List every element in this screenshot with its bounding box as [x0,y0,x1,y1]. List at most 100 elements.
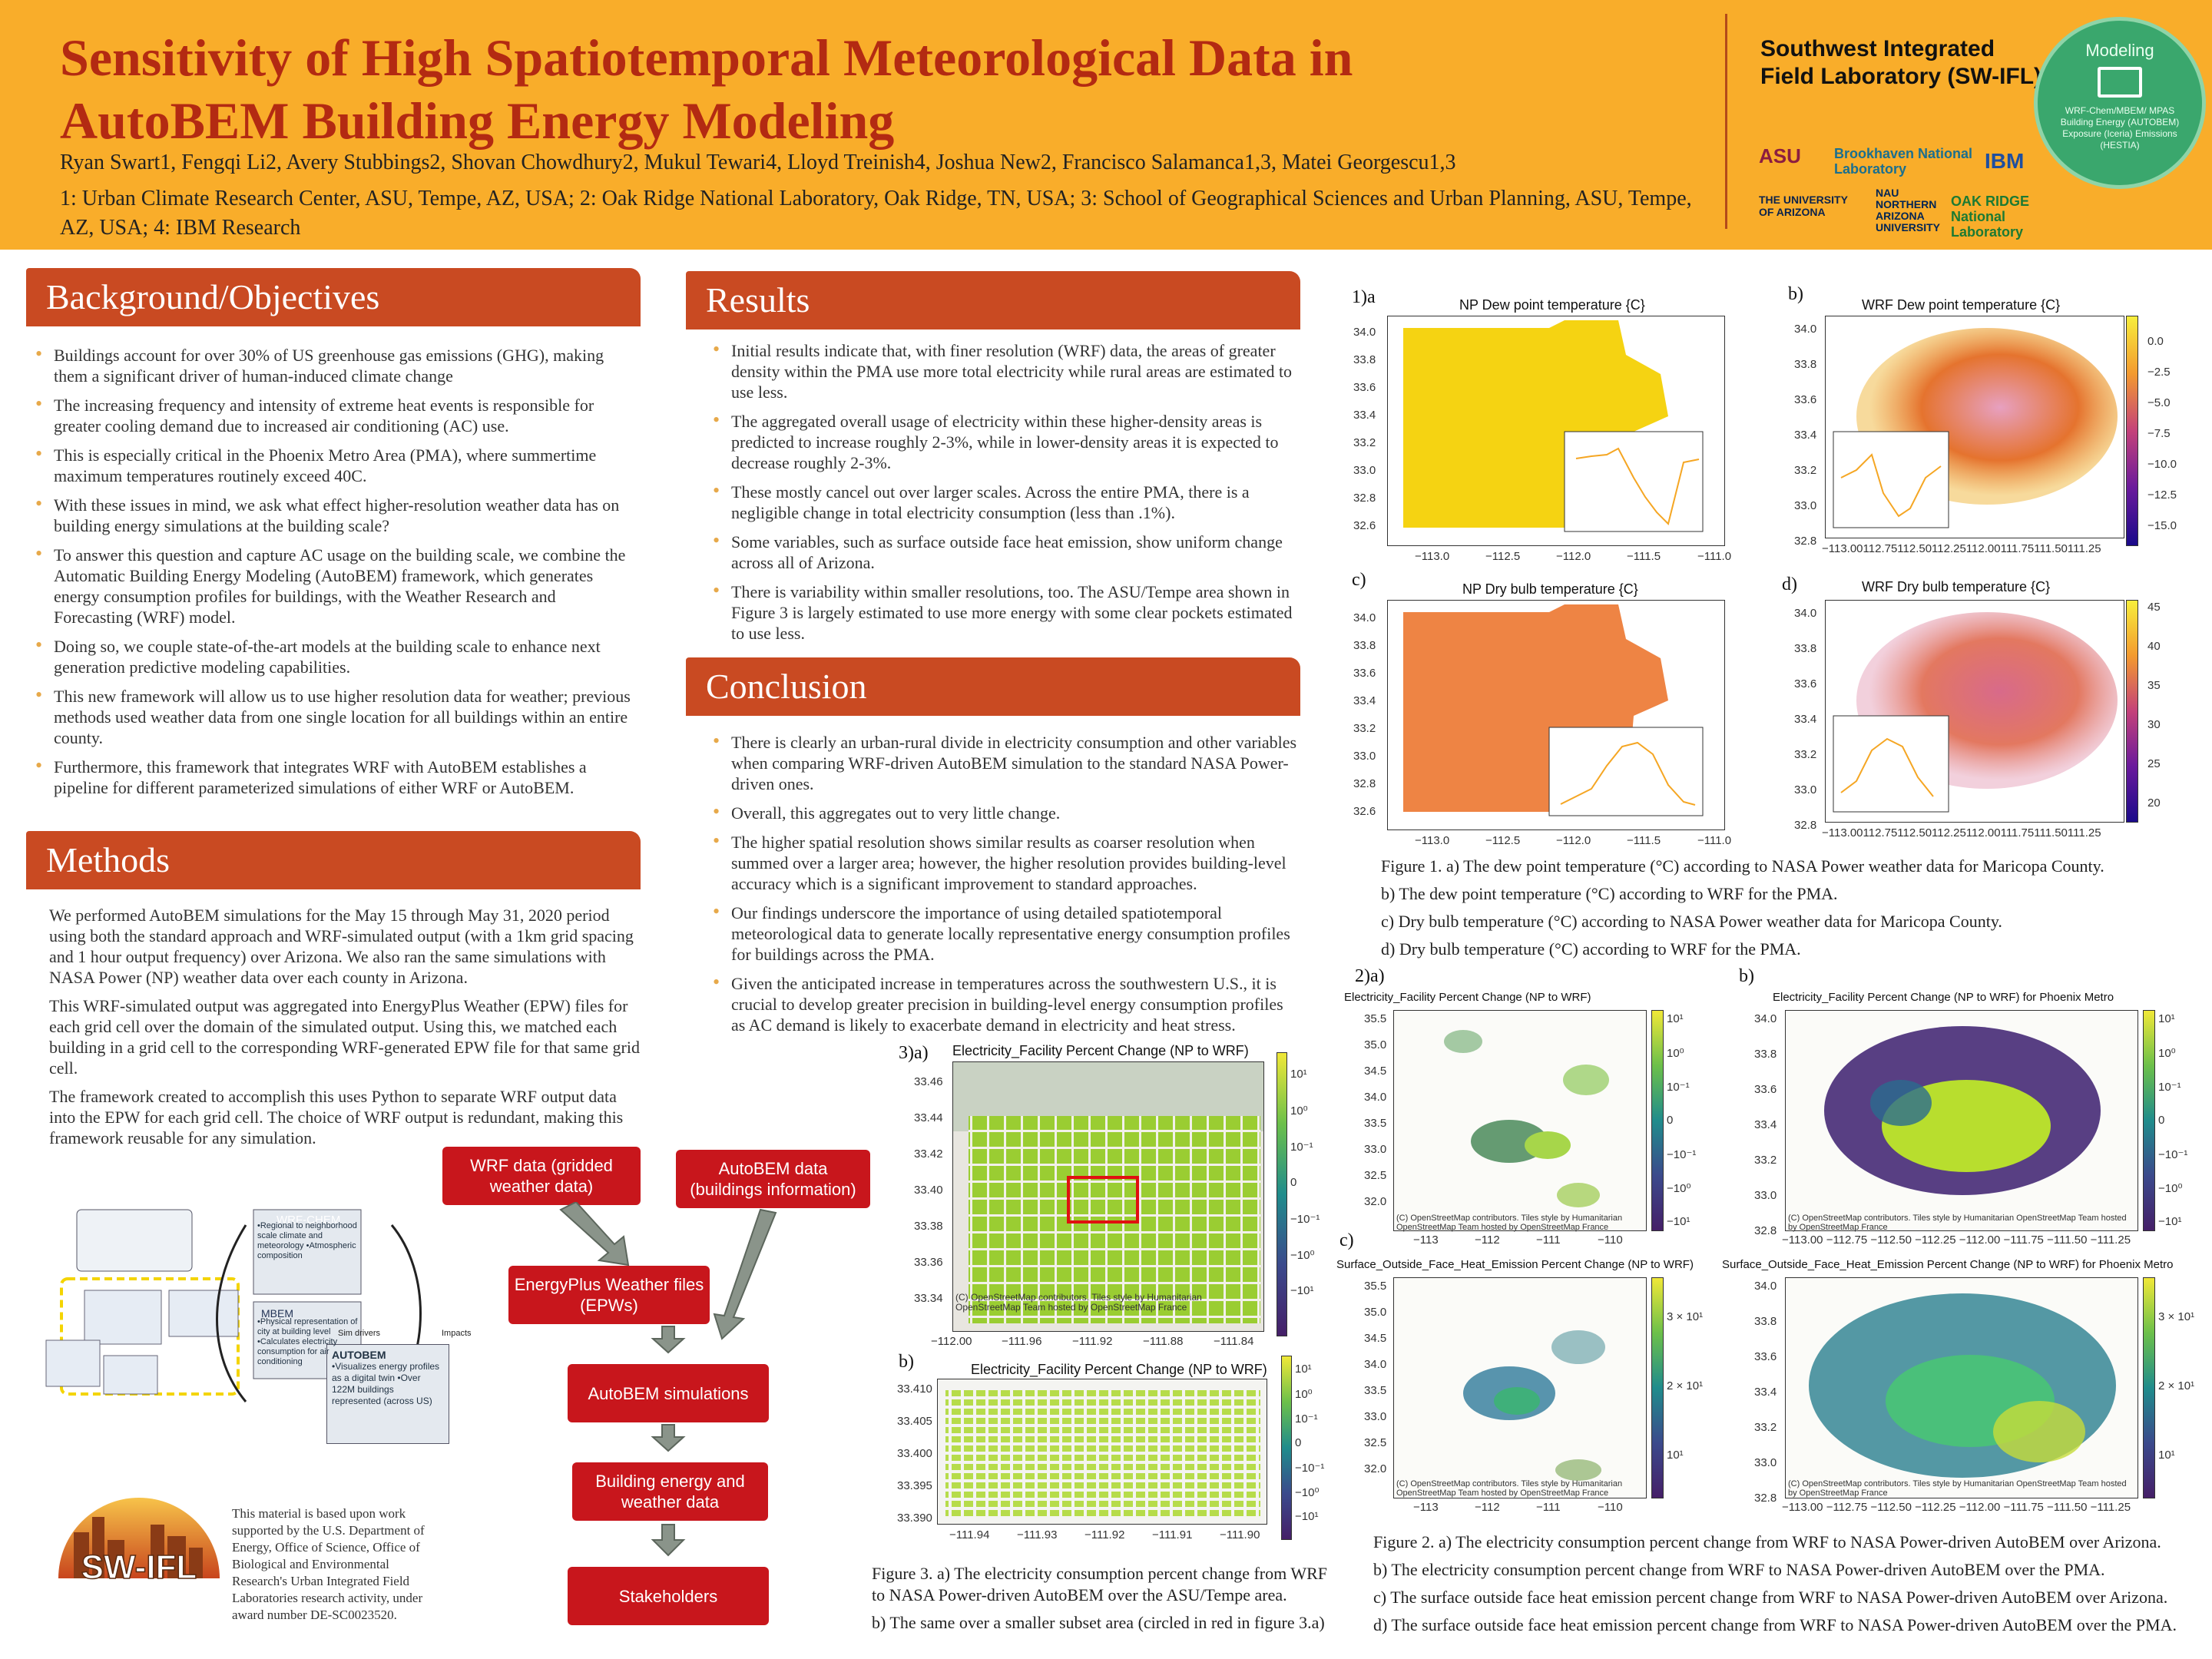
methods-para: The framework created to accomplish this… [49,1087,624,1147]
cbar-tick: 10⁰ [2158,1047,2176,1060]
fig3-caption: Figure 3. a) The electricity consumption… [872,1563,1333,1634]
y-tick: 34.0 [1364,1091,1387,1104]
bullet-item: The higher spatial resolution shows simi… [708,830,1300,894]
fig2b-plot [1824,1026,2101,1195]
cbar-tick: 10¹ [1295,1363,1312,1376]
x-tick: −110 [1598,1233,1623,1247]
fig1-caption: Figure 1. a) The dew point temperature (… [1381,853,2195,963]
header-divider [1725,14,1727,229]
inset-line [1575,447,1700,525]
flow-box-wrf: WRF data (gridded weather data) [442,1147,641,1205]
x-tick: −113.00112.75112.50112.25112.00111.75111… [1822,542,2101,555]
methods-text: We performed AutoBEM simulations for the… [49,905,641,1156]
cbar-tick: 0 [1290,1176,1297,1189]
cbar-tick: −10⁻¹ [2158,1148,2188,1161]
bullet-item: To answer this question and capture AC u… [31,543,637,628]
flow-box-epw: EnergyPlus Weather files (EPWs) [508,1266,710,1324]
bullet-item: Overall, this aggregates out to very lit… [708,801,1300,823]
y-tick: 32.8 [1754,1492,1777,1505]
flow-arrow [713,1208,777,1340]
caption-line: Figure 2. a) The electricity consumption… [1373,1532,2161,1551]
fig3-panel-b: b) [899,1352,914,1372]
y-tick: 33.0 [1364,1410,1387,1423]
fig3a-attrib: (C) OpenStreetMap contributors. Tiles st… [955,1292,1202,1313]
y-tick: 34.5 [1364,1065,1387,1078]
x-tick: −113 [1413,1233,1439,1247]
methods-heading: Methods [26,831,641,889]
fig1d-map [1825,600,2124,823]
funding-note: This material is based upon work support… [232,1506,425,1622]
y-tick: 32.8 [1794,535,1817,548]
x-tick: −113 [1413,1501,1439,1514]
y-tick: 33.6 [1754,1350,1777,1363]
fig2-panel-b: b) [1739,966,1754,986]
fig3b-plot [945,1387,1260,1518]
bullet-item: The increasing frequency and intensity o… [31,393,637,436]
x-tick: −111 [1536,1501,1561,1514]
x-tick: −111.94 [949,1528,990,1541]
arizona-logo: THE UNIVERSITY OF ARIZONA [1759,194,1848,218]
fig1a-plot [1403,320,1704,532]
x-tick: −112 [1475,1233,1500,1247]
ibm-logo: IBM [1985,149,2025,173]
cbar-tick: 3 × 10¹ [1667,1310,1704,1323]
fig2b-colorbar [2143,1010,2155,1231]
flow-box-autobem-data: AutoBEM data (buildings information) [676,1150,870,1208]
x-tick: −112.5 [1485,834,1521,847]
y-tick: 33.0 [1754,1456,1777,1469]
bullet-item: Doing so, we couple state-of-the-art mod… [31,634,637,677]
methods-para: We performed AutoBEM simulations for the… [49,906,634,987]
asu-logo: ASU [1759,144,1801,167]
caption-line: d) Dry bulb temperature (°C) according t… [1381,939,1801,959]
x-tick: −113.00112.75112.50112.25112.00111.75111… [1822,826,2101,839]
cbar-tick: −10⁰ [1295,1486,1320,1499]
diagram-box [103,1355,158,1395]
wrf-chem-label: WRF-CHEM [276,1214,340,1227]
data-cluster [1993,1401,2085,1462]
background-heading: Background/Objectives [26,268,641,326]
cbar-tick: 10⁰ [1295,1388,1313,1401]
caption-line: d) The surface outside face heat emissio… [1373,1615,2177,1634]
flow-box-building-data: Building energy and weather data [572,1462,768,1521]
y-tick: 33.40 [914,1184,943,1197]
cbar-tick: 2 × 10¹ [2158,1379,2195,1392]
cbar-tick: 35 [2147,679,2161,692]
x-tick: −112.0 [1556,550,1591,563]
cbar-tick: −10⁻¹ [1667,1148,1697,1161]
data-cluster [1563,1065,1609,1095]
y-tick: 35.0 [1364,1038,1387,1051]
cbar-tick: 10¹ [1290,1068,1307,1081]
y-tick: 33.4 [1794,713,1817,726]
cbar-tick: 3 × 10¹ [2158,1310,2195,1323]
fig2a-colorbar [1651,1010,1664,1231]
fig1-panel-c: c) [1352,570,1366,590]
x-tick: −111.0 [1697,834,1732,847]
y-tick: 32.8 [1353,492,1376,505]
fig3a-map [952,1061,1264,1332]
fig1a-title: NP Dew point temperature {C} [1459,297,1645,313]
fig2b-title: Electricity_Facility Percent Change (NP … [1773,991,2114,1004]
autobem-label: AUTOBEM [332,1349,386,1361]
wrf-chem-box [253,1209,362,1295]
fig2d-plot [1809,1293,2116,1478]
y-tick: 33.44 [914,1111,943,1124]
cbar-tick: −10¹ [1667,1215,1690,1228]
inset-box [1548,727,1704,816]
lab-title: Southwest Integrated Field Laboratory (S… [1760,36,2042,89]
cbar-tick: 10¹ [1667,1449,1684,1462]
y-tick: 33.5 [1364,1384,1387,1397]
inset-line [1840,737,1934,797]
cbar-tick: −15.0 [2147,519,2177,532]
bullet-item: Buildings account for over 30% of US gre… [31,343,637,386]
bullet-item: This new framework will allow us to use … [31,684,637,748]
y-tick: 32.6 [1353,519,1376,532]
diagram-box [76,1209,193,1272]
cbar-tick: −10.0 [2147,458,2177,471]
y-tick: 33.8 [1353,353,1376,366]
x-tick: −112.5 [1485,550,1521,563]
y-tick: 33.34 [914,1292,943,1305]
flow-arrow [559,1202,630,1267]
fig2-panel-a: 2)a) [1355,966,1385,986]
x-tick: −111.0 [1697,550,1732,563]
